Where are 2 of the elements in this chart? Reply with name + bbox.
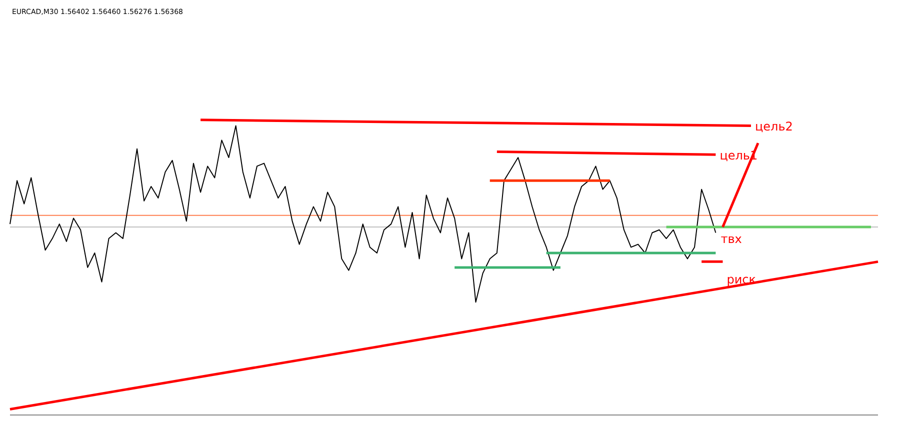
series-label: цель2 xyxy=(754,120,793,134)
series-label: твх xyxy=(720,232,742,246)
